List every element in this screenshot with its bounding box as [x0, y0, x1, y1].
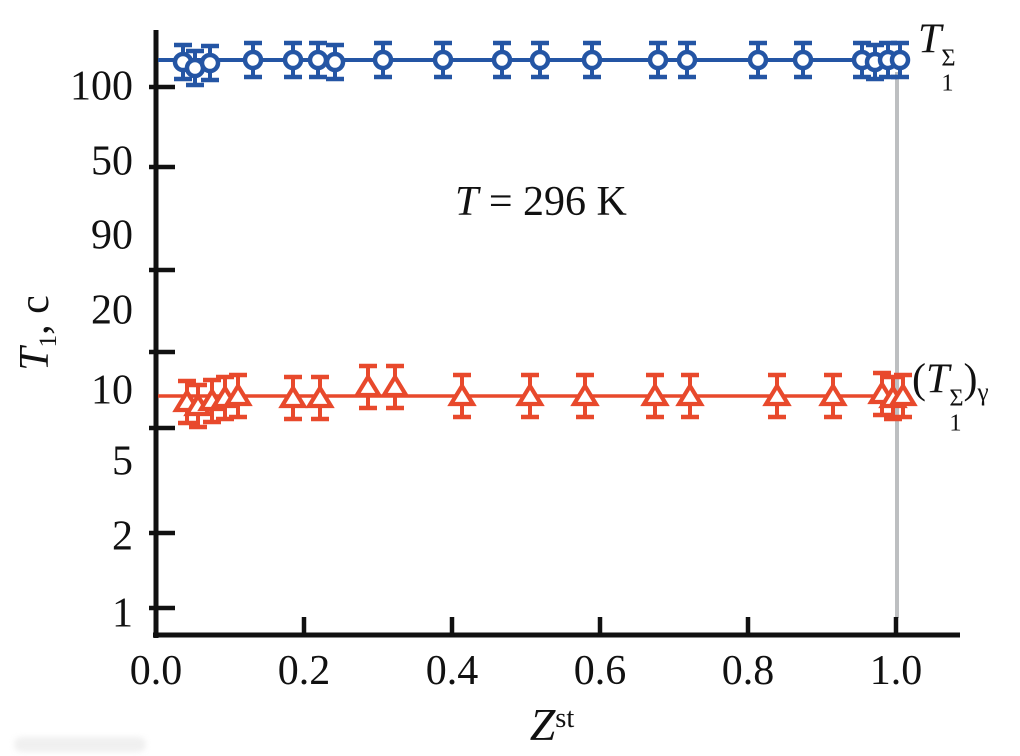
blue-label-sub: 1 [941, 69, 954, 97]
marker-circle [676, 49, 698, 71]
y-axis-label: T1, c [11, 295, 63, 371]
temperature-annotation: T = 296 K [455, 178, 627, 226]
marker-circle [529, 49, 551, 71]
x-tick-label: 0.8 [721, 648, 775, 694]
marker-circle [199, 52, 221, 74]
y-tick-label: 90 [91, 212, 133, 259]
marker-triangle [570, 381, 600, 407]
y-tick-label: 1 [112, 590, 133, 637]
red-label-sup: Σ [949, 384, 964, 412]
y-tick-label: 5 [112, 438, 133, 485]
marker-circle [432, 49, 454, 71]
marker-triangle [447, 381, 477, 407]
x-tick-label: 1.0 [869, 648, 923, 694]
x-tick-label: 0.0 [129, 648, 183, 694]
red-label-open-paren: ( [912, 356, 926, 403]
ylabel-sub: 1 [34, 334, 62, 348]
marker-triangle [278, 383, 308, 409]
marker-triangle [353, 372, 383, 398]
marker-circle [747, 49, 769, 71]
marker-triangle [640, 381, 670, 407]
xlabel-base: Z [529, 699, 556, 750]
annotation-value: = 296 K [478, 179, 627, 225]
red-label-gamma-sub: γ [977, 379, 989, 407]
marker-triangle [818, 381, 848, 407]
marker-circle [282, 49, 304, 71]
x-tick-label: 0.2 [277, 648, 331, 694]
marker-circle [491, 49, 513, 71]
marker-circle [647, 49, 669, 71]
x-axis-label: Zst [530, 698, 575, 751]
red-label-sub: 1 [949, 409, 962, 437]
marker-circle [242, 49, 264, 71]
x-tick-label: 0.4 [425, 648, 479, 694]
marker-circle [889, 49, 911, 71]
y-tick-label: 20 [91, 287, 133, 334]
marker-circle [324, 51, 346, 73]
marker-triangle [762, 381, 792, 407]
marker-circle [372, 49, 394, 71]
watermark-smudge [14, 737, 146, 752]
y-tick-label: 100 [70, 63, 133, 110]
ylabel-units: , c [12, 295, 59, 335]
blue-label-sup: Σ [941, 44, 956, 72]
marker-circle [581, 49, 603, 71]
red-label-close-paren: ) [963, 356, 978, 403]
marker-circle [792, 49, 814, 71]
red-series-label: (T Σ 1)γ [912, 355, 989, 436]
annotation-symbol: T [455, 179, 479, 225]
marker-triangle [888, 381, 918, 407]
x-tick-label: 0.6 [573, 648, 627, 694]
ylabel-base: T [12, 347, 59, 371]
marker-triangle [305, 383, 335, 409]
red-label-base: T [926, 356, 950, 403]
marker-circle [307, 49, 329, 71]
marker-triangle [223, 381, 253, 407]
marker-triangle [515, 381, 545, 407]
y-tick-label: 50 [91, 138, 133, 185]
y-tick-label: 2 [112, 513, 133, 560]
marker-triangle [380, 372, 410, 398]
xlabel-sup: st [555, 703, 575, 735]
marker-triangle [675, 381, 705, 407]
blue-label-base: T [918, 16, 942, 63]
y-tick-label: 10 [91, 367, 133, 414]
